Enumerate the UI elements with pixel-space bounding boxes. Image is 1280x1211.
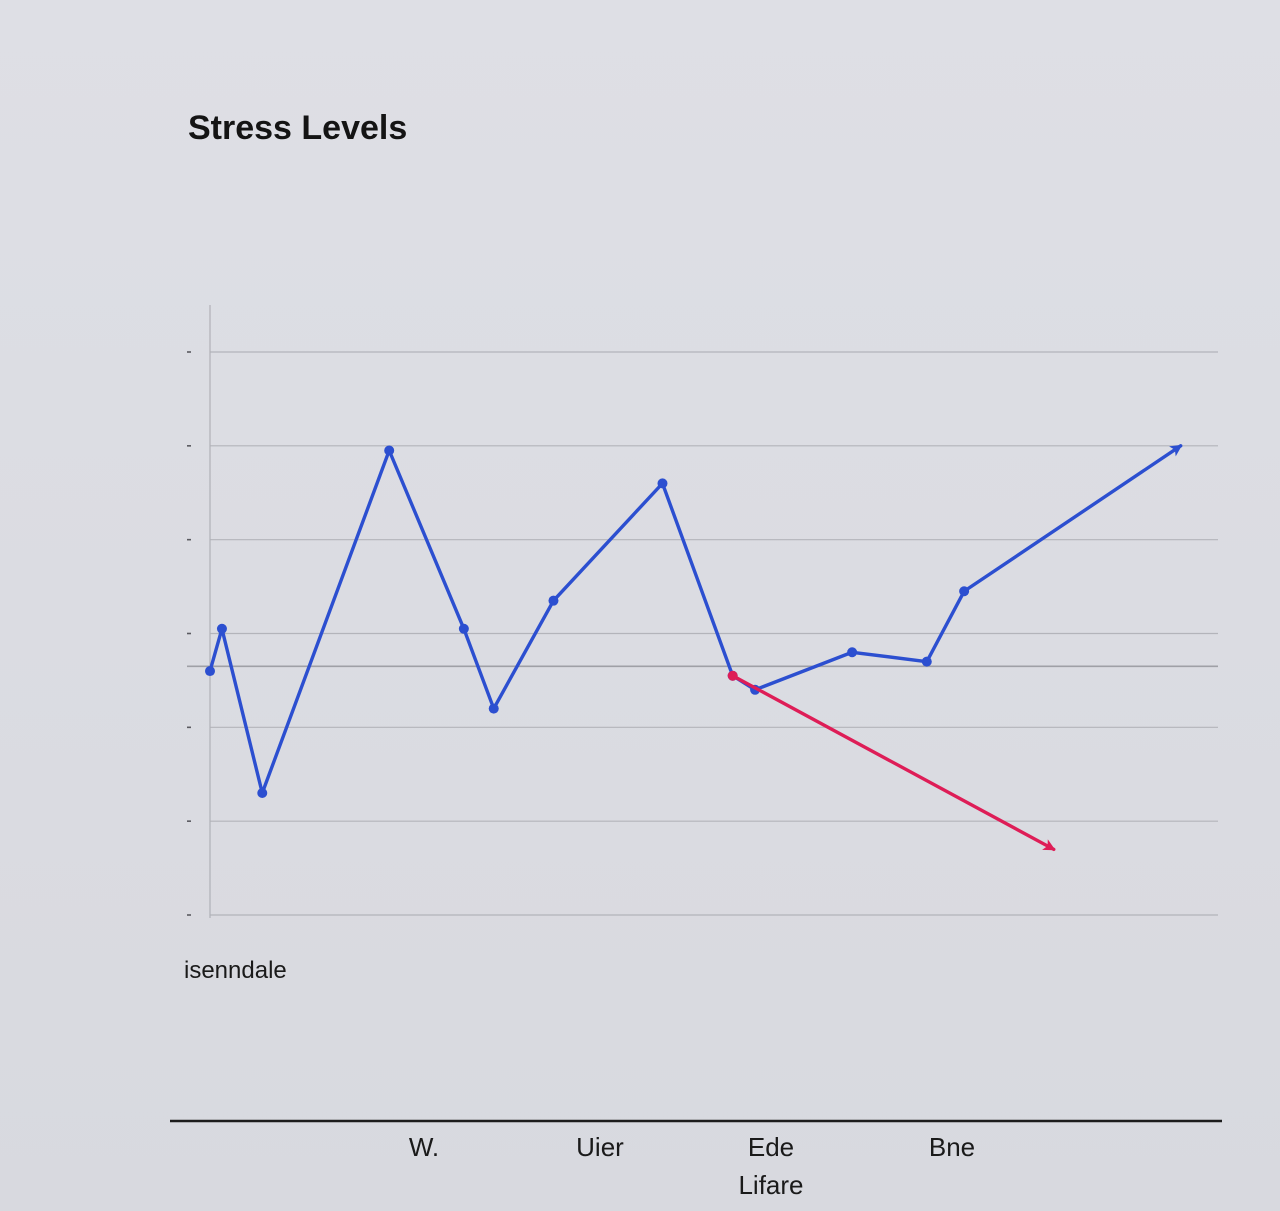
series-0-line (208, 444, 1183, 795)
series-1 (727, 670, 1056, 852)
series-0-point-7 (657, 478, 668, 489)
x-tick-label-1: Uier (576, 1132, 624, 1162)
x-tick-label-2: Ede (748, 1132, 794, 1162)
series-0-point-4 (458, 623, 469, 634)
series-0-point-2 (257, 788, 268, 799)
x-tick-label-3: Bne (929, 1132, 975, 1162)
series-1-line (730, 674, 1056, 852)
series-0-point-5 (488, 703, 499, 714)
series-0-point-1 (216, 623, 227, 634)
series-0-point-3 (384, 445, 395, 456)
series-0-point-11 (921, 656, 932, 667)
series-0-point-0 (205, 666, 215, 677)
chart-annotation: isenndale (184, 957, 287, 984)
series-0-point-10 (847, 647, 858, 658)
series-0-point-6 (548, 595, 559, 606)
category-labels: W. Uier Ede Lifare Bne (409, 1132, 975, 1200)
x-tick-label-0: W. (409, 1132, 439, 1162)
grid (187, 351, 1218, 916)
series-0 (205, 444, 1183, 799)
chart-title: Stress Levels (188, 109, 407, 147)
series-1-point-0 (727, 670, 738, 681)
x-tick-sublabel-2: Lifare (738, 1170, 803, 1200)
series-group (205, 444, 1183, 852)
series-0-point-12 (959, 586, 970, 597)
